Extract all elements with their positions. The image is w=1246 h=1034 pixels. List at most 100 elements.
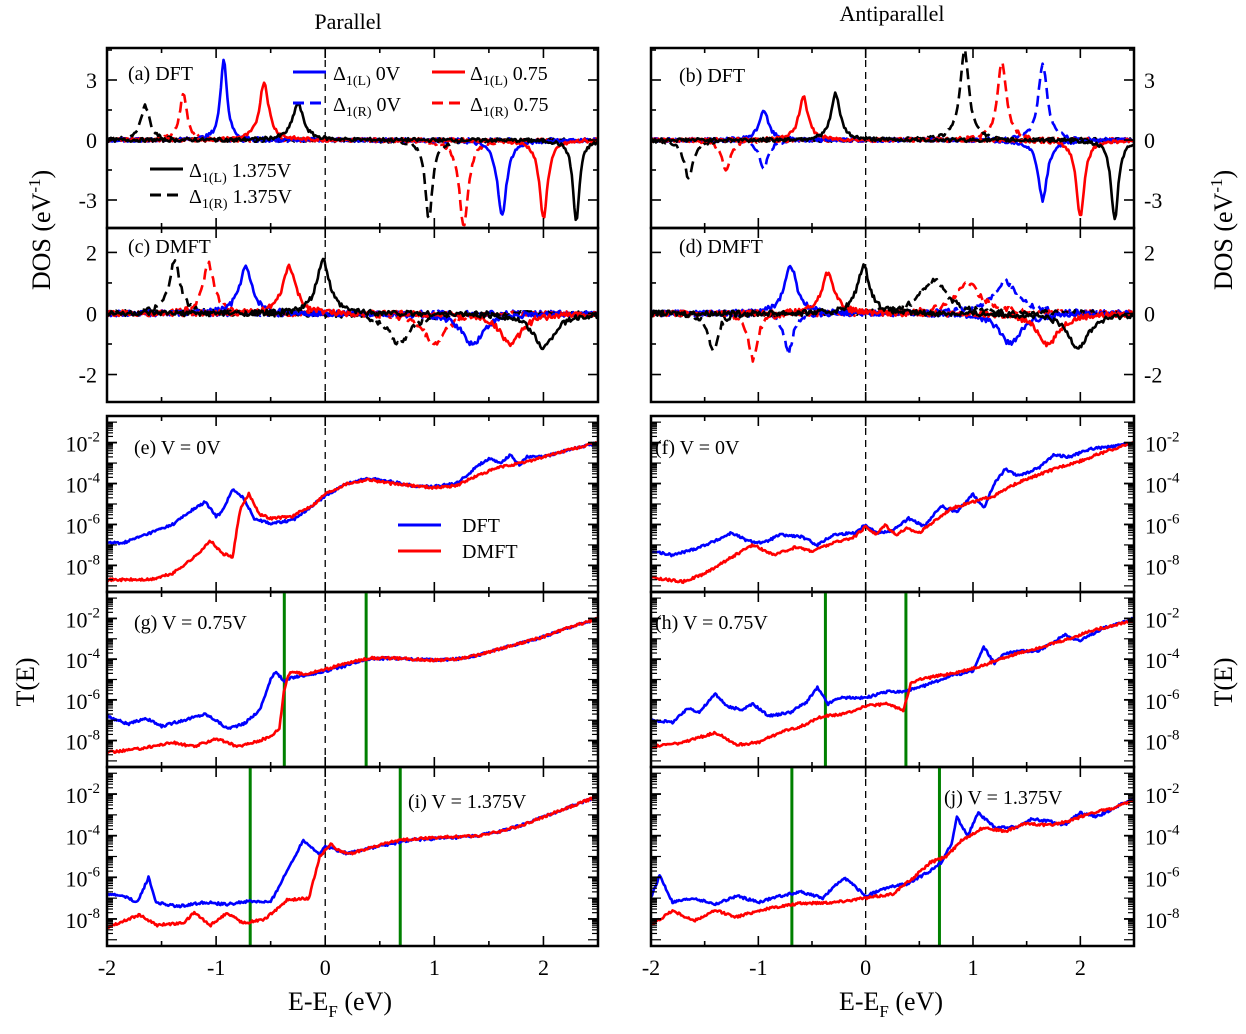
dos-series-l-1375V: [651, 263, 1134, 350]
panel-label-j: (j) V = 1.375V: [944, 787, 1063, 809]
legend-entry-r-075: Δ1(R) 0.75: [470, 94, 549, 120]
x-tick-label: 2: [538, 955, 549, 980]
plot-area-f: [651, 416, 1134, 592]
transmission-series-dft: [651, 441, 1134, 558]
panel-a-dft-dos-parallel: [105, 46, 600, 230]
legend-entry-l-0v: Δ1(L) 0V: [333, 63, 401, 89]
panel-f-transmission-antiparallel-0v: [649, 414, 1136, 594]
dos-series-l-1375V: [651, 91, 1134, 221]
dos-series-l-1375V: [107, 103, 598, 222]
column-title-parallel: Parallel: [314, 9, 381, 34]
y-tick-label-left: 10-6: [66, 511, 101, 538]
dos-series-l-0V: [651, 264, 1134, 346]
legend-entry-r-1375: Δ1(R) 1.375V: [189, 186, 293, 212]
plot-area-c: [107, 228, 598, 402]
panel-label-e: (e) V = 0V: [134, 437, 221, 459]
panel-label-g: (g) V = 0.75V: [134, 612, 247, 634]
y-tick-label-right: 10-6: [1145, 511, 1180, 538]
panel-label-b: (b) DFT: [679, 65, 745, 87]
y-tick-label-right: 10-6: [1145, 687, 1180, 714]
y-tick-label-left: 0: [86, 301, 97, 326]
y-tick-label-right: 10-8: [1145, 906, 1180, 933]
tick-labels: -2 -1 0 1 2 -2 -1 0 1 2 3 3 0 0 -3 -3 2 2 0 0 -2 -2 10-2 10-2 10…: [66, 68, 1180, 980]
y-tick-label-right: 10-6: [1145, 864, 1180, 891]
x-tick-label: -2: [642, 955, 660, 980]
y-tick-label-right: 10-8: [1145, 552, 1180, 579]
y-tick-label-right: 10-8: [1145, 728, 1180, 755]
y-tick-label-right: -3: [1144, 188, 1162, 213]
y-tick-label-left: 10-4: [66, 471, 101, 498]
x-tick-label: -1: [749, 955, 767, 980]
y-tick-label-right: 0: [1144, 128, 1155, 153]
dos-series-r-075V: [107, 260, 598, 346]
x-tick-label: 1: [968, 955, 979, 980]
x-tick-label: -1: [207, 955, 225, 980]
y-tick-label-left: 10-8: [66, 552, 101, 579]
panel-frame: [105, 226, 600, 404]
y-axis-title-dos-left: DOS (eV-1): [25, 170, 56, 290]
panel-label-a: (a) DFT: [128, 63, 193, 85]
y-tick-label-right: 10-2: [1145, 430, 1180, 457]
x-tick-label: 2: [1075, 955, 1086, 980]
dos-series-r-075V: [651, 281, 1134, 363]
transmission-series-dft: [107, 617, 598, 730]
y-tick-label-left: 3: [86, 68, 97, 93]
y-tick-label-left: 10-8: [66, 906, 101, 933]
plot-area-d: [651, 228, 1134, 402]
panel-label-d: (d) DMFT: [679, 236, 763, 258]
plot-area-b: [651, 48, 1134, 228]
y-tick-label-left: 2: [86, 240, 97, 265]
panel-label-c: (c) DMFT: [128, 236, 211, 258]
y-tick-label-left: 10-2: [66, 781, 101, 808]
legend-entry-dmft: DMFT: [462, 541, 518, 563]
y-tick-label-left: 10-6: [66, 864, 101, 891]
x-axis-title-left: E-EF (eV): [288, 987, 392, 1021]
y-tick-label-left: 10-2: [66, 430, 101, 457]
dos-series-l-075V: [107, 263, 598, 348]
plot-area-e: [107, 416, 598, 592]
dos-legend: Δ1(L) 0V Δ1(L) 0.75 Δ1(R) 0V Δ1(R) 0.75 …: [150, 63, 549, 212]
y-tick-label-left: 10-4: [66, 646, 101, 673]
plot-area-h: [651, 592, 1134, 767]
transmission-series-dmft: [651, 441, 1134, 585]
y-tick-label-left: -2: [79, 363, 97, 388]
plot-area-j: [651, 767, 1134, 946]
panel-c-dmft-dos-parallel: [105, 226, 600, 404]
x-tick-label: 0: [860, 955, 871, 980]
legend-entry-dft: DFT: [462, 515, 500, 537]
y-tick-label-left: 10-2: [66, 605, 101, 632]
y-axis-title-dos-right: DOS (eV-1): [1207, 170, 1238, 290]
dos-series-r-1375V: [107, 259, 598, 346]
panel-frame: [649, 226, 1136, 404]
panel-label-i: (i) V = 1.375V: [408, 791, 527, 813]
transmission-series-dmft: [107, 441, 598, 583]
x-tick-label: 0: [320, 955, 331, 980]
plot-area-a: [107, 48, 598, 228]
legend-entry-l-075: Δ1(L) 0.75: [470, 63, 548, 89]
y-axis-title-transmission-right: T(E): [1209, 657, 1238, 706]
y-tick-label-right: -2: [1144, 363, 1162, 388]
panel-i-transmission-parallel-1375v: [105, 765, 600, 948]
transmission-series-dft: [651, 796, 1134, 907]
dos-series-l-0V: [651, 109, 1134, 203]
dos-series-r-1375V: [651, 277, 1134, 352]
dos-series-l-075V: [651, 95, 1134, 217]
x-tick-label: -2: [98, 955, 116, 980]
panel-label-h: (h) V = 0.75V: [655, 612, 768, 634]
y-tick-label-left: -3: [79, 188, 97, 213]
dos-series-l-0V: [107, 264, 598, 347]
y-tick-label-right: 3: [1144, 68, 1155, 93]
y-tick-label-right: 0: [1144, 301, 1155, 326]
y-tick-label-right: 10-2: [1145, 605, 1180, 632]
y-tick-label-left: 10-4: [66, 823, 101, 850]
panel-d-dmft-dos-antiparallel: [649, 226, 1136, 404]
y-tick-label-left: 0: [86, 128, 97, 153]
y-tick-label-right: 10-2: [1145, 781, 1180, 808]
y-tick-label-left: 10-6: [66, 687, 101, 714]
plot-area-g: [107, 592, 598, 767]
y-tick-label-right: 10-4: [1145, 471, 1180, 498]
legend-entry-r-0v: Δ1(R) 0V: [333, 94, 402, 120]
x-axis-title-right: E-EF (eV): [839, 987, 943, 1021]
y-tick-label-right: 10-4: [1145, 646, 1180, 673]
